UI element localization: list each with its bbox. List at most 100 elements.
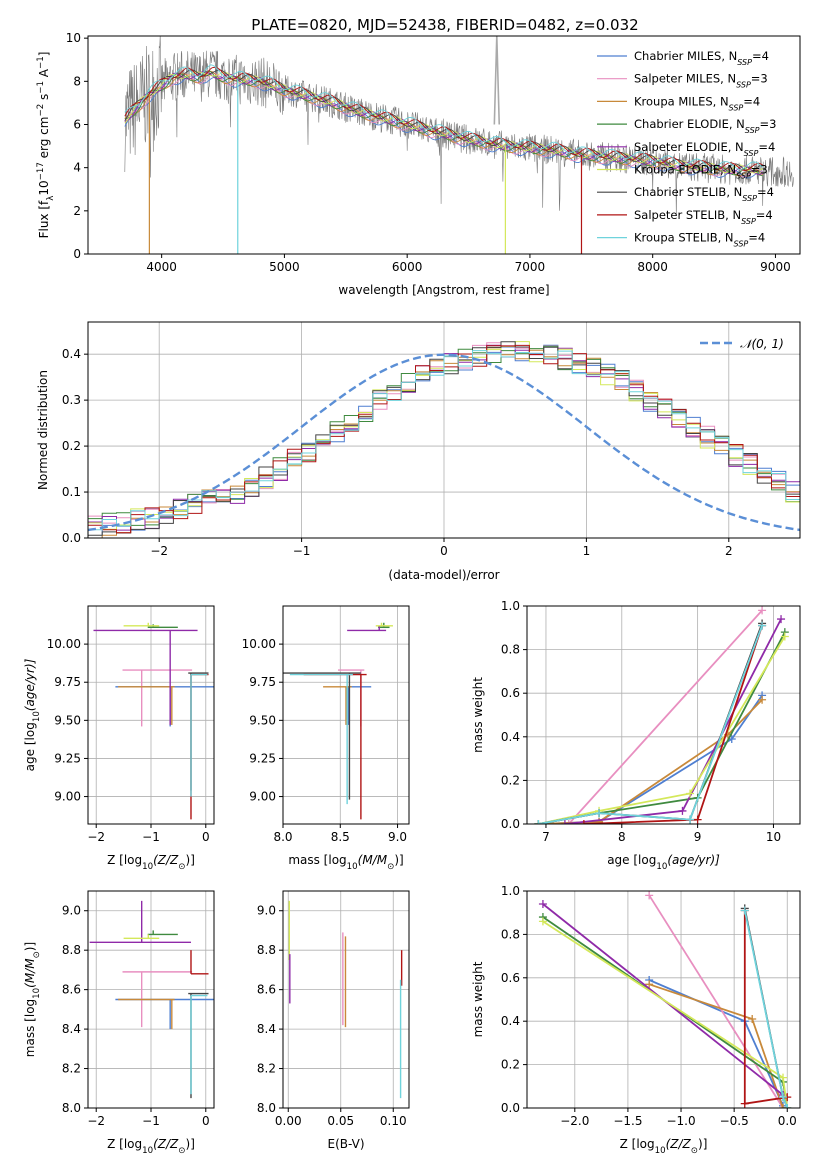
legend-entry-name: Chabrier MILES, N [634,49,737,63]
errorbar-kroupa-miles [118,686,175,725]
weight-marker [645,891,654,900]
x-axis-label-part: 10 [656,862,667,872]
y-tick-label: 8 [73,74,81,88]
weight-marker [686,815,695,824]
plot-area [288,900,403,1099]
weight-marker [686,789,695,798]
y-axis-label-part: −1 [36,81,46,94]
x-tick-label: 0 [202,1114,210,1128]
plot-area [538,891,792,1108]
model-spectrum-salpeter-elodie [124,71,763,175]
errorbar-salpeter-elodie [89,900,191,943]
x-axis-label-part: 10 [655,1146,666,1156]
axes-frame [87,35,801,255]
x-axis-label-part: 10 [347,862,358,872]
y-tick-label: 0.0 [501,817,520,831]
weight-marker [740,1099,749,1108]
y-tick-label: 4 [73,161,81,175]
weight-marker [579,820,588,824]
mass-vs-reddening-panel: 0.00 0.05 0.10 8.0 8.2 8.4 8.6 8.8 9.0 E(B-V) [257,890,410,1151]
y-axis-label-part: −1 [36,56,46,69]
x-tick-label: 0 [202,830,210,844]
legend-entry: Kroupa ELODIE, NSSP=3 [634,163,768,181]
y-axis-label-part: erg cm [37,117,51,163]
x-axis-label: E(B-V) [327,1137,364,1151]
x-axis-label: Z [log10(Z/Z⊙)] [620,1137,708,1156]
y-axis-label: mass [log10(M/M⊙)] [23,942,42,1057]
x-tick-label: 7 [542,830,550,844]
legend-entry-name: Chabrier STELIB, N [634,185,742,199]
legend-entry-count: =4 [752,49,769,63]
x-tick-label: 6000 [392,260,423,274]
legend-entry: Chabrier STELIB, NSSP=4 [634,185,774,203]
weight-marker [538,917,547,926]
errorbar-salpeter-stelib [303,673,367,820]
weight-marker [779,1073,788,1082]
axes-frame [282,605,410,825]
weight-series-kroupa-stelib [534,621,767,824]
legend-entry-count: =4 [756,208,773,222]
x-axis-label-part: Z [log [107,1137,142,1151]
x-axis-label-part: mass [log [288,853,346,867]
x-axis-label-part: (Z/Z [666,1137,692,1151]
x-axis-label-part: (M/M [358,853,388,867]
x-tick-label: −1 [142,830,160,844]
weight-vs-metallicity-panel: −2.0 −1.5 −1.0 −0.5 0.0 0.0 0.2 0.4 0.6 0.8 1.0 Z [… [471,884,801,1156]
x-axis-label-part: Z [log [107,853,142,867]
legend-entry-name: Chabrier ELODIE, N [634,117,745,131]
x-tick-label: 1 [583,544,591,558]
y-axis-label-part: ] [37,52,51,57]
weight-marker [645,980,654,989]
x-axis-label-part: ⊙ [387,862,394,872]
y-tick-label: 0 [73,247,81,261]
spectrum-panel: 4000 5000 6000 7000 8000 9000 0 2 4 6 8 10 wavelengt… [36,31,801,297]
y-axis-label-part: mass [log [23,999,37,1057]
x-axis-label-part: (Z/Z [153,1137,179,1151]
y-axis-label-part: )] [23,942,37,951]
y-tick-label: 8.8 [62,943,81,957]
legend-entry: Chabrier ELODIE, NSSP=3 [634,117,776,135]
y-axis-label-part: −2 [36,104,46,117]
weight-marker [538,900,547,909]
legend-entry-name: Salpeter STELIB, N [634,208,741,222]
y-axis-label-part: Flux [f [37,200,51,238]
model-spectrum-salpeter-miles [124,72,763,178]
x-axis-label: wavelength [Angstrom, rest frame] [338,283,549,297]
x-tick-label: −2 [87,1114,105,1128]
plot-area [93,622,214,820]
weight-marker [783,1104,792,1108]
weight-marker [748,1015,757,1024]
y-tick-label: 9.50 [249,713,276,727]
y-tick-label: 0.4 [62,347,81,361]
weight-line [538,636,786,824]
x-tick-label: 9 [694,830,702,844]
errorbar-chabrier-miles [115,998,214,1030]
y-tick-label: 10.00 [242,637,276,651]
legend-entry-sub: SSP [729,103,744,112]
y-tick-label: 1.0 [501,884,520,898]
weight-series-salpeter-miles [564,606,767,824]
x-axis-label: age [log10(age/yr)] [607,853,720,872]
y-axis-label-part: A [37,68,51,81]
weight-series-chabrier-miles [534,691,767,824]
y-tick-label: 0.1 [62,485,81,499]
weight-line [568,609,763,824]
errorbar-chabrier-miles [347,686,372,725]
weight-marker [595,809,604,818]
y-tick-label: 0.8 [501,927,520,941]
weight-marker [758,621,767,630]
legend-entry-name: Kroupa ELODIE, N [634,163,736,177]
x-axis-label: Z [log10(Z/Z⊙)] [107,853,195,872]
errorbar-kroupa-stelib [190,673,208,797]
y-tick-label: 9.0 [257,904,276,918]
y-tick-label: 0.2 [501,773,520,787]
x-tick-label: 9.0 [388,830,407,844]
model-spectrum-chabrier-elodie [124,70,763,177]
x-tick-label: 0.00 [275,1114,302,1128]
x-tick-label: 5000 [269,260,300,274]
weight-marker [564,820,573,824]
y-tick-label: 0.2 [501,1058,520,1072]
